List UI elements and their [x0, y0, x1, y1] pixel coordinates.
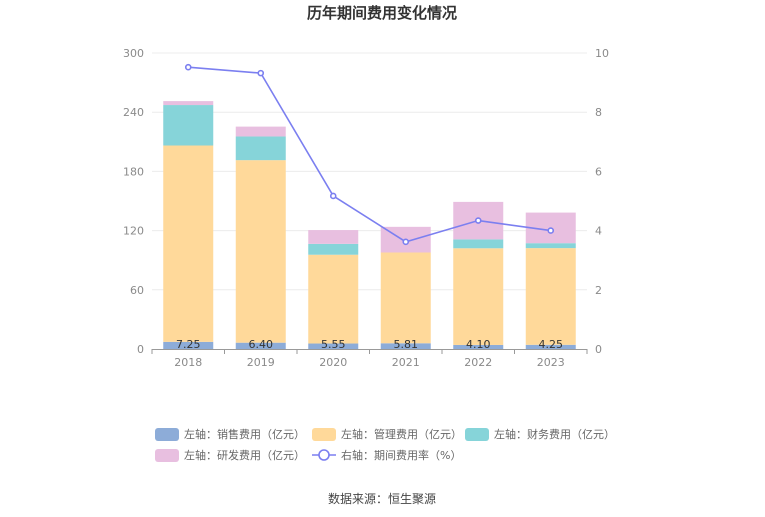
bar-segment-series1 — [308, 343, 359, 349]
source-text: 数据来源：恒生聚源 — [328, 491, 436, 506]
rate-point — [547, 227, 555, 234]
chart-title: 历年期间费用变化情况 — [307, 4, 457, 22]
rate-line-path — [188, 66, 551, 243]
bar-segment-series3 — [453, 239, 504, 249]
x-tick-label: 2019 — [247, 356, 275, 369]
legend-swatch — [312, 428, 336, 441]
legend: 左轴：销售费用（亿元） 左轴：管理费用（亿元） 左轴：财务费用（亿元） 左轴：研发费用… — [155, 427, 615, 462]
x-tick-label: 2023 — [537, 356, 565, 369]
bar-segment-series2 — [235, 160, 286, 343]
bar-segment-series3 — [525, 243, 576, 249]
grid — [152, 52, 587, 291]
y-right-tick-label: 2 — [595, 284, 602, 297]
bar-segment-series1 — [163, 341, 214, 349]
x-tick-label: 2020 — [319, 356, 347, 369]
legend-label: 左轴：研发费用（亿元） — [184, 448, 305, 462]
y-right-tick-label: 4 — [595, 225, 602, 238]
legend-swatch — [465, 428, 489, 441]
data-label: 6.40 — [249, 338, 274, 351]
y-right-tick-label: 6 — [595, 165, 602, 178]
bar-segment-series2 — [308, 254, 359, 344]
bar-segment-series3 — [235, 136, 286, 161]
legend-label: 左轴：管理费用（亿元） — [341, 427, 462, 441]
data-label: 4.10 — [466, 338, 491, 351]
data-label: 4.25 — [539, 338, 564, 351]
legend-swatch — [155, 428, 179, 441]
rate-point — [257, 69, 265, 77]
y-right-tick-label: 0 — [595, 343, 602, 356]
data-label: 7.25 — [176, 338, 201, 351]
rate-line — [184, 63, 555, 246]
bar-segment-series3 — [308, 243, 359, 255]
y-left-tick-label: 240 — [123, 106, 144, 119]
data-labels: 7.25 6.40 5.55 5.81 4.10 4.25 — [176, 338, 563, 351]
bar-segment-series4 — [235, 126, 286, 137]
y-left-tick-label: 180 — [123, 165, 144, 178]
y-left-tick-label: 120 — [123, 225, 144, 238]
bar-segment-series1 — [235, 342, 286, 349]
y-left-tick-label: 60 — [130, 284, 144, 297]
y-left-tick-label: 300 — [123, 47, 144, 60]
bar-segment-series1 — [525, 344, 576, 349]
bar-segment-series4 — [308, 230, 359, 244]
bar-segment-series2 — [380, 252, 431, 344]
bar-segment-series4 — [163, 101, 214, 106]
legend-label: 左轴：财务费用（亿元） — [494, 427, 615, 441]
axes: 0 60 120 180 240 300 0 2 4 6 8 10 2018 2019 2020 2021 20… — [123, 47, 609, 369]
bars — [163, 101, 576, 349]
legend-label: 左轴：销售费用（亿元） — [184, 427, 305, 441]
legend-label: 右轴：期间费用率（%） — [341, 448, 461, 462]
rate-point — [184, 63, 192, 71]
data-label: 5.81 — [394, 338, 419, 351]
bar-segment-series1 — [380, 343, 431, 349]
y-right-tick-label: 10 — [595, 47, 609, 60]
data-label: 5.55 — [321, 338, 346, 351]
x-tick-label: 2021 — [392, 356, 420, 369]
y-left-tick-label: 0 — [137, 343, 144, 356]
rate-point — [329, 192, 337, 200]
y-right-tick-label: 8 — [595, 106, 602, 119]
x-tick-label: 2022 — [464, 356, 492, 369]
legend-swatch — [155, 449, 179, 462]
bar-segment-series1 — [453, 344, 504, 349]
x-tick-label: 2018 — [174, 356, 202, 369]
bar-segment-series2 — [525, 248, 576, 345]
bar-segment-series2 — [453, 248, 504, 345]
legend-line-marker — [318, 449, 330, 461]
bar-segment-series3 — [163, 105, 214, 146]
bar-segment-series2 — [163, 145, 214, 342]
rate-point — [402, 238, 410, 246]
rate-point — [474, 217, 482, 224]
